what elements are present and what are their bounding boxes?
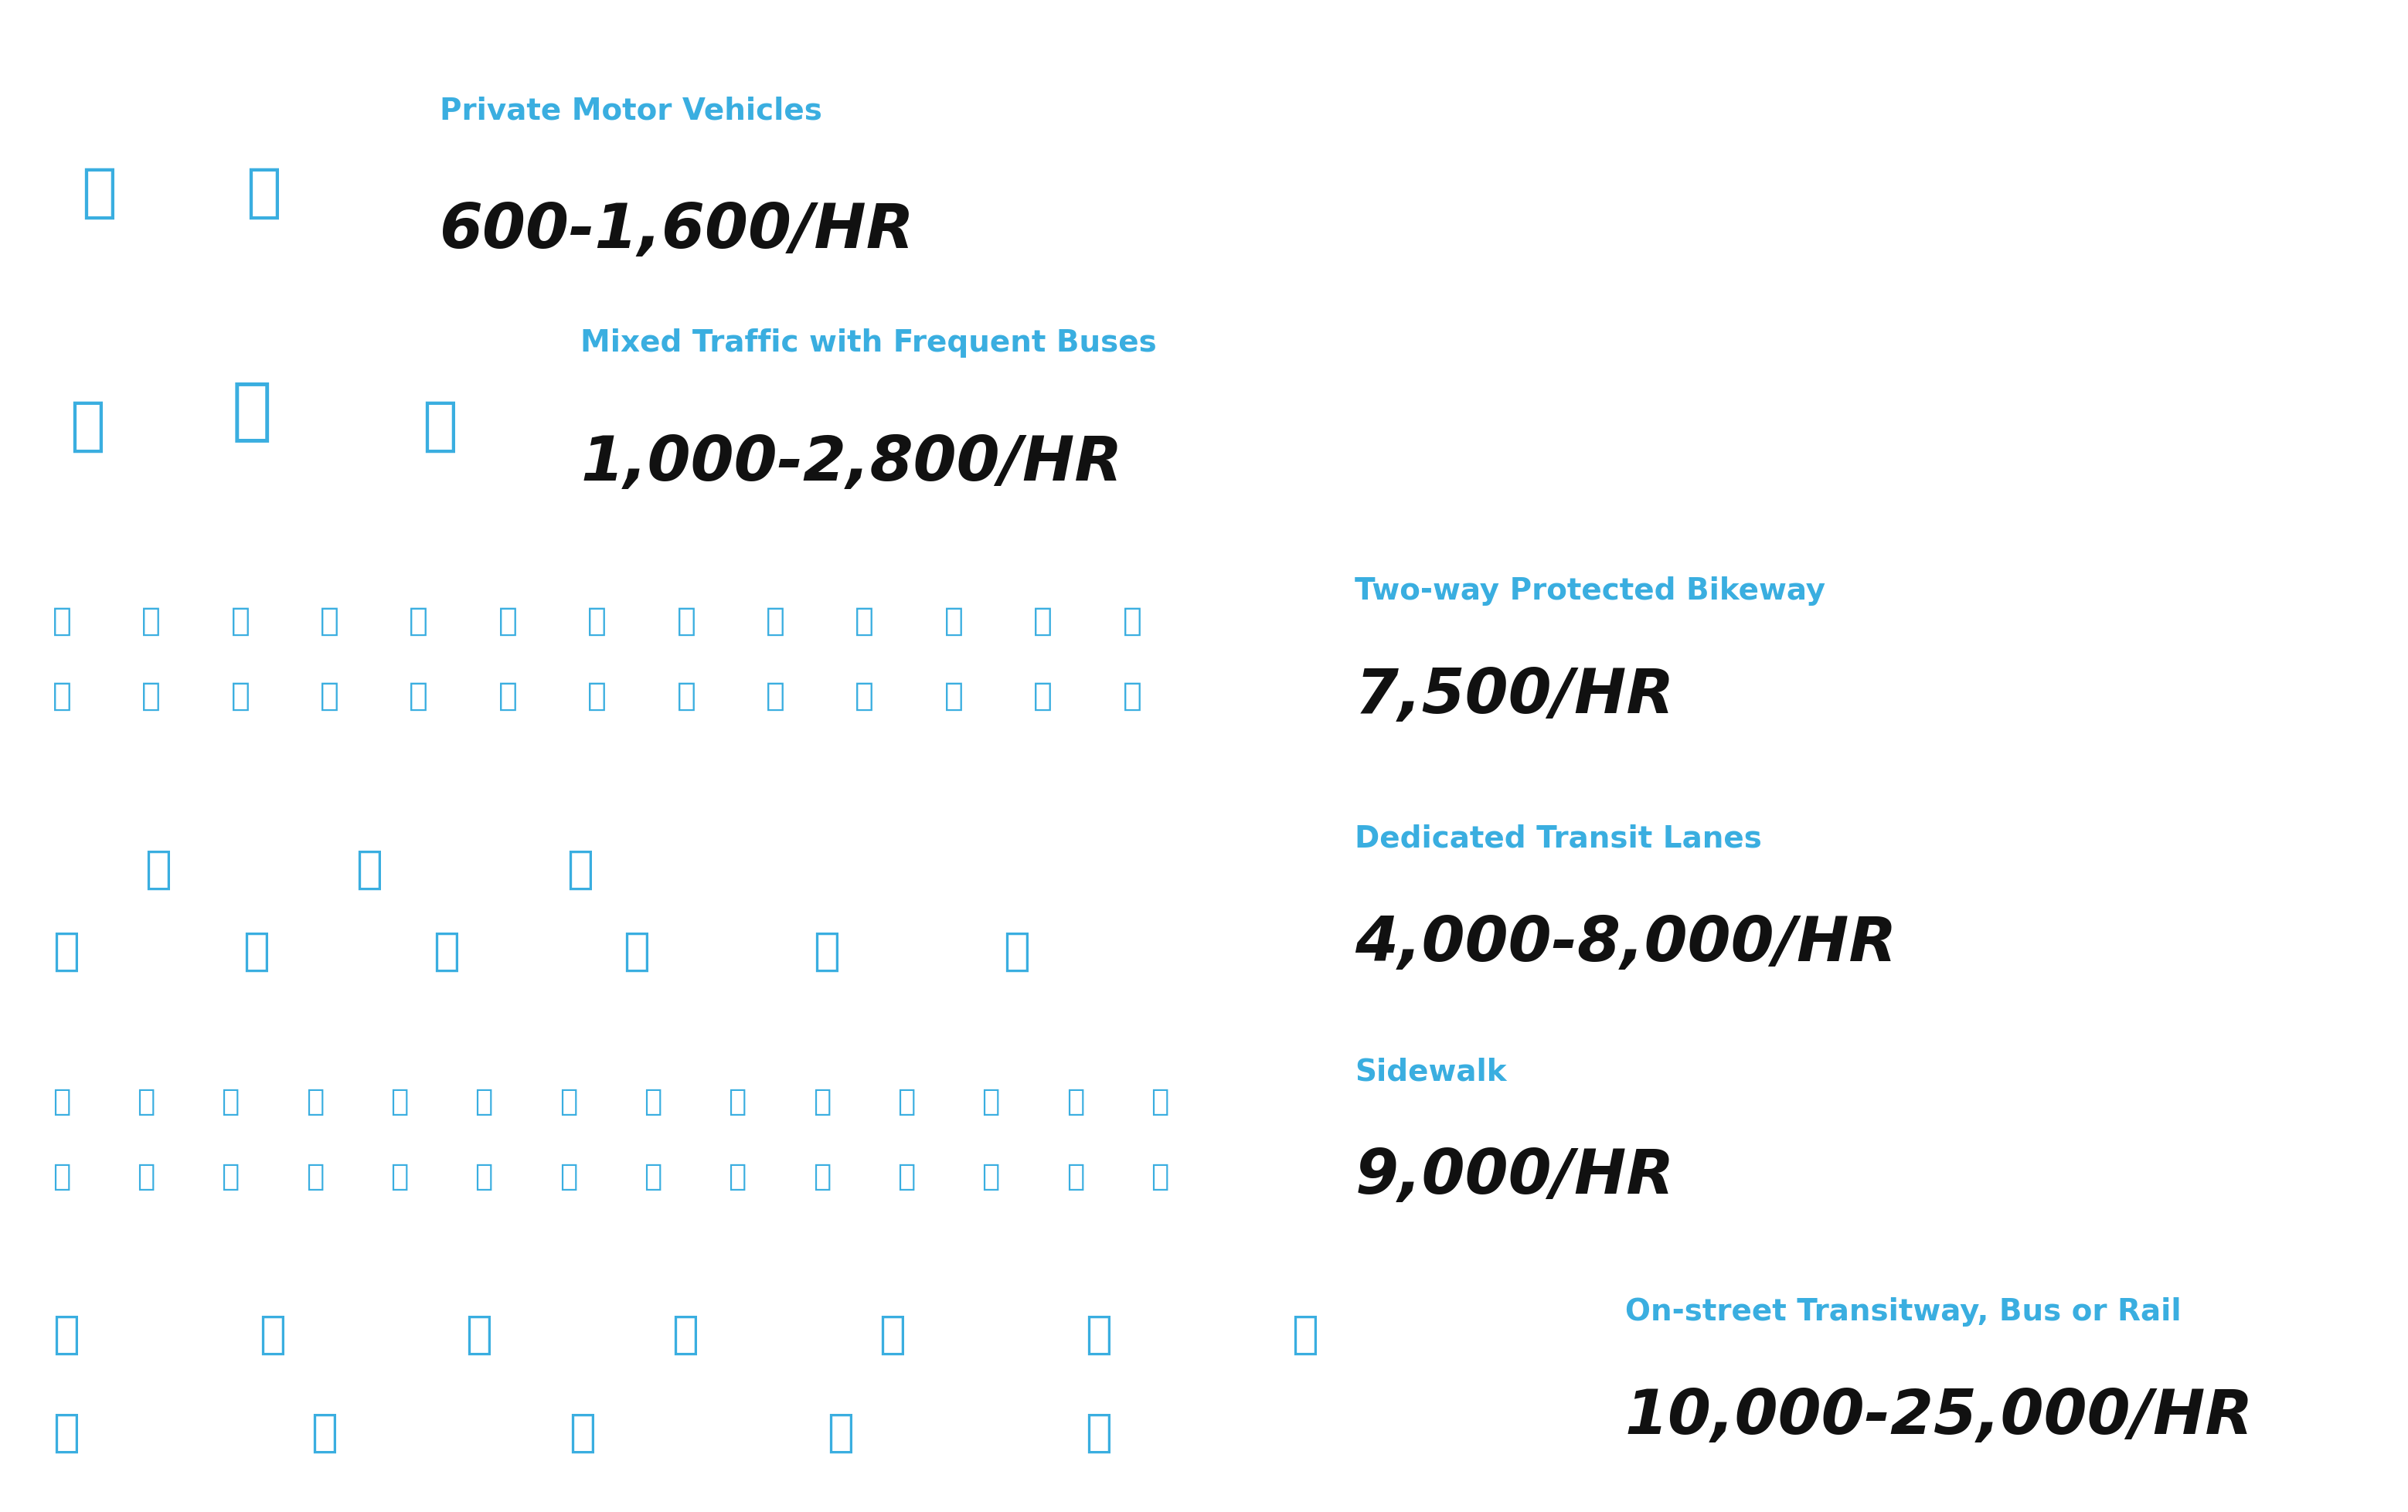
- Text: 🚴: 🚴: [231, 680, 250, 712]
- Text: 🚴: 🚴: [53, 680, 72, 712]
- Text: Two-way Protected Bikeway: Two-way Protected Bikeway: [1356, 576, 1825, 605]
- Text: 600-1,600/HR: 600-1,600/HR: [441, 201, 915, 260]
- Text: 🚴: 🚴: [677, 605, 696, 637]
- Text: 🚌: 🚌: [231, 378, 272, 443]
- Text: 🚶: 🚶: [982, 1087, 999, 1116]
- Text: 🚴: 🚴: [320, 605, 340, 637]
- Text: 🚶: 🚶: [898, 1087, 915, 1116]
- Text: 🚶: 🚶: [222, 1087, 238, 1116]
- Text: Sidewalk: Sidewalk: [1356, 1057, 1507, 1086]
- Text: 🚴: 🚴: [409, 680, 429, 712]
- Text: 🚶: 🚶: [727, 1161, 746, 1191]
- Text: 🚌: 🚌: [1291, 1312, 1320, 1356]
- Text: 4,000-8,000/HR: 4,000-8,000/HR: [1356, 913, 1898, 974]
- Text: 🚶: 🚶: [53, 1087, 70, 1116]
- Text: 🚗: 🚗: [246, 165, 282, 222]
- Text: 🚶: 🚶: [814, 1087, 831, 1116]
- Text: 🚴: 🚴: [1122, 605, 1141, 637]
- Text: 🚴: 🚴: [1033, 680, 1052, 712]
- Text: 🚌: 🚌: [53, 930, 79, 974]
- Text: On-street Transitway, Bus or Rail: On-street Transitway, Bus or Rail: [1625, 1297, 2182, 1326]
- Text: 🚴: 🚴: [855, 680, 874, 712]
- Text: 🚌: 🚌: [879, 1312, 905, 1356]
- Text: 🚶: 🚶: [390, 1087, 409, 1116]
- Text: 🚋: 🚋: [826, 1409, 855, 1453]
- Text: 🚴: 🚴: [142, 680, 161, 712]
- Text: 1,000-2,800/HR: 1,000-2,800/HR: [580, 432, 1122, 493]
- Text: 🚴: 🚴: [944, 680, 963, 712]
- Text: 🚴: 🚴: [231, 605, 250, 637]
- Text: 🚶: 🚶: [643, 1161, 662, 1191]
- Text: 🚶: 🚶: [898, 1161, 915, 1191]
- Text: 🚌: 🚌: [260, 1312, 287, 1356]
- Text: 🚌: 🚌: [566, 847, 595, 891]
- Text: 🚗: 🚗: [70, 398, 106, 454]
- Text: 🚌: 🚌: [144, 847, 171, 891]
- Text: Dedicated Transit Lanes: Dedicated Transit Lanes: [1356, 824, 1763, 853]
- Text: 🚌: 🚌: [1004, 930, 1031, 974]
- Text: 🚴: 🚴: [53, 605, 72, 637]
- Text: 🚴: 🚴: [498, 605, 518, 637]
- Text: 🚶: 🚶: [474, 1087, 494, 1116]
- Text: 🚌: 🚌: [672, 1312, 698, 1356]
- Text: 🚶: 🚶: [1151, 1161, 1168, 1191]
- Text: 🚶: 🚶: [559, 1161, 578, 1191]
- Text: 🚴: 🚴: [588, 605, 607, 637]
- Text: 🚋: 🚋: [1086, 1409, 1112, 1453]
- Text: 🚴: 🚴: [766, 605, 785, 637]
- Text: 🚶: 🚶: [727, 1087, 746, 1116]
- Text: 🚶: 🚶: [53, 1161, 70, 1191]
- Text: 🚌: 🚌: [624, 930, 650, 974]
- Text: 🚶: 🚶: [1067, 1087, 1084, 1116]
- Text: 🚶: 🚶: [390, 1161, 409, 1191]
- Text: 🚌: 🚌: [814, 930, 840, 974]
- Text: 🚗: 🚗: [82, 165, 118, 222]
- Text: 🚌: 🚌: [53, 1312, 79, 1356]
- Text: 🚴: 🚴: [855, 605, 874, 637]
- Text: 🚌: 🚌: [433, 930, 460, 974]
- Text: 🚶: 🚶: [137, 1087, 154, 1116]
- Text: 🚌: 🚌: [356, 847, 383, 891]
- Text: 🚶: 🚶: [306, 1087, 323, 1116]
- Text: 🚋: 🚋: [311, 1409, 337, 1453]
- Text: 🚶: 🚶: [1151, 1087, 1168, 1116]
- Text: 🚌: 🚌: [243, 930, 270, 974]
- Text: 🚶: 🚶: [474, 1161, 494, 1191]
- Text: 🚴: 🚴: [320, 680, 340, 712]
- Text: 🚶: 🚶: [1067, 1161, 1084, 1191]
- Text: Mixed Traffic with Frequent Buses: Mixed Traffic with Frequent Buses: [580, 328, 1156, 358]
- Text: 🚌: 🚌: [1086, 1312, 1112, 1356]
- Text: 🚴: 🚴: [766, 680, 785, 712]
- Text: 7,500/HR: 7,500/HR: [1356, 665, 1674, 726]
- Text: 🚋: 🚋: [568, 1409, 595, 1453]
- Text: 10,000-25,000/HR: 10,000-25,000/HR: [1625, 1387, 2254, 1447]
- Text: 🚴: 🚴: [588, 680, 607, 712]
- Text: 🚴: 🚴: [409, 605, 429, 637]
- Text: 🚶: 🚶: [814, 1161, 831, 1191]
- Text: 🚴: 🚴: [142, 605, 161, 637]
- Text: 🚶: 🚶: [222, 1161, 238, 1191]
- Text: 🚶: 🚶: [559, 1087, 578, 1116]
- Text: 🚋: 🚋: [53, 1409, 79, 1453]
- Text: 🚶: 🚶: [982, 1161, 999, 1191]
- Text: Private Motor Vehicles: Private Motor Vehicles: [441, 95, 821, 125]
- Text: 🚴: 🚴: [498, 680, 518, 712]
- Text: 🚴: 🚴: [1033, 605, 1052, 637]
- Text: 🚶: 🚶: [306, 1161, 323, 1191]
- Text: 9,000/HR: 9,000/HR: [1356, 1146, 1674, 1207]
- Text: 🚴: 🚴: [677, 680, 696, 712]
- Text: 🚌: 🚌: [465, 1312, 494, 1356]
- Text: 🚶: 🚶: [643, 1087, 662, 1116]
- Text: 🚶: 🚶: [137, 1161, 154, 1191]
- Text: 🚗: 🚗: [421, 398, 458, 454]
- Text: 🚴: 🚴: [944, 605, 963, 637]
- Text: 🚴: 🚴: [1122, 680, 1141, 712]
